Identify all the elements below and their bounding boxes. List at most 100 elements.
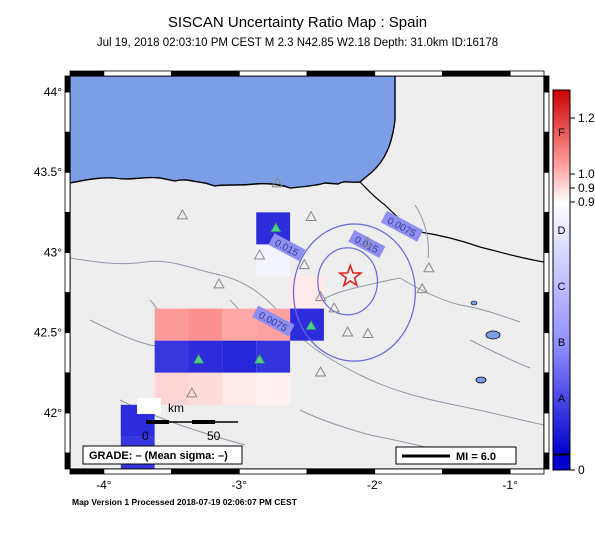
frame-bar <box>64 75 71 93</box>
frame-bar <box>374 468 443 475</box>
station-gray-icon <box>314 366 327 377</box>
station-green-icon <box>270 222 282 233</box>
scale-bar: km 0 50 <box>137 398 238 443</box>
frame-bar <box>543 332 550 374</box>
frame-bar <box>64 211 71 253</box>
lon-tick-label: -1° <box>502 478 518 492</box>
colorbar-tick-label: 0 <box>578 463 585 477</box>
frame-bar <box>171 70 240 77</box>
station-green-icon <box>253 353 266 364</box>
frame-bar <box>103 70 172 77</box>
station-gray-icon <box>328 302 340 313</box>
coastline <box>70 76 396 189</box>
epicenter-star <box>337 263 364 288</box>
contour-label-bg <box>252 305 295 337</box>
lat-tick-label: 43.5° <box>34 165 62 179</box>
ratio-cell <box>188 372 223 405</box>
contour-ring <box>292 223 416 362</box>
lat-tick-label: 42° <box>44 406 62 420</box>
colorbar-tick-label: 0.9 <box>578 181 595 195</box>
frame-bar <box>64 252 71 293</box>
frame-bar <box>69 468 105 475</box>
map-frame-bars <box>64 70 550 475</box>
colorbar-grade-label: B <box>558 337 565 349</box>
ratio-cell <box>256 372 291 405</box>
stations <box>176 176 435 398</box>
colorbar-tick-label: 1.0 <box>578 167 595 181</box>
frame-bar <box>238 70 308 77</box>
mi-text: MI = 6.0 <box>456 451 496 463</box>
colorbar-gradient <box>552 89 571 455</box>
frame-bar <box>543 252 550 293</box>
grade-text: GRADE: – (Mean sigma: –) <box>89 450 228 462</box>
sea-area <box>70 76 395 188</box>
lake <box>485 330 501 340</box>
frame-bar <box>543 211 550 253</box>
ratio-cell <box>256 340 291 373</box>
map-title: SISCAN Uncertainty Ratio Map : Spain <box>167 14 428 31</box>
frame-bar <box>103 468 172 475</box>
scale-seg <box>146 420 169 424</box>
frame-bar <box>509 468 545 475</box>
ratio-cell <box>154 340 189 373</box>
ratio-cell <box>188 308 223 341</box>
frame-bar <box>543 372 550 414</box>
ratio-cell <box>222 308 257 341</box>
frame-bar <box>374 70 443 77</box>
frame-bar <box>64 91 71 133</box>
lake <box>470 300 478 306</box>
frame-bar <box>64 171 71 213</box>
ratio-cell <box>222 340 257 373</box>
frame-bar <box>306 468 376 475</box>
station-gray-icon <box>271 176 284 188</box>
lat-tick-label: 44° <box>44 85 62 99</box>
station-gray-icon <box>298 258 311 270</box>
grade-legend: GRADE: – (Mean sigma: –) <box>82 445 243 465</box>
frame-bar <box>64 292 71 334</box>
scale-unit: km <box>168 401 184 415</box>
event-info: Jul 19, 2018 02:03:10 PM CEST M 2.3 N42.… <box>96 37 499 49</box>
scale-end-label: 50 <box>207 429 221 443</box>
lon-tick-label: -4° <box>96 478 112 492</box>
frame-bar <box>543 292 550 334</box>
frame-bar <box>543 131 550 173</box>
colorbar-tick-label: 1.2 <box>578 111 595 125</box>
lake <box>475 376 487 384</box>
station-gray-icon <box>253 249 266 260</box>
frame-bar <box>442 70 511 77</box>
ratio-cell <box>222 372 257 405</box>
contour-label-bg <box>348 230 386 258</box>
station-gray-icon <box>362 236 374 247</box>
lon-tick-label: -3° <box>232 478 248 492</box>
frame-bar <box>64 412 71 454</box>
frame-bar <box>543 91 550 133</box>
frame-bar <box>69 70 105 77</box>
station-green-icon <box>305 319 317 330</box>
frame-bar <box>509 70 545 77</box>
station-gray-icon <box>314 290 327 302</box>
contour-ring <box>317 247 379 316</box>
station-gray-icon <box>186 387 198 398</box>
colorbar-grade-label: C <box>558 281 566 293</box>
contour-label-bg <box>380 210 424 242</box>
colorbar-grade-label: D <box>558 225 566 237</box>
frame-bar <box>238 468 308 475</box>
station-gray-icon <box>213 278 225 289</box>
station-green-icon <box>193 353 205 364</box>
colorbar-grade-label: F <box>558 127 565 139</box>
lon-tick-label: -2° <box>367 478 383 492</box>
frame-bar <box>64 372 71 414</box>
scale-zero-label: 0 <box>142 429 149 443</box>
scale-unit-bg <box>137 398 161 414</box>
frame-bar <box>543 171 550 213</box>
frame-bar <box>64 332 71 374</box>
epicenter-star-icon <box>337 263 364 288</box>
scale-seg <box>192 420 215 424</box>
contour-label-bg <box>268 233 306 262</box>
colorbar-grade-label: A <box>558 393 566 405</box>
frame-bar <box>64 131 71 173</box>
station-gray-icon <box>341 326 354 337</box>
grade-box <box>82 445 243 465</box>
axis-ticks: -4° -3° -2° -1° 42° 42.5° 43° 43.5° 44° <box>34 85 518 492</box>
ratio-cell <box>188 340 223 373</box>
